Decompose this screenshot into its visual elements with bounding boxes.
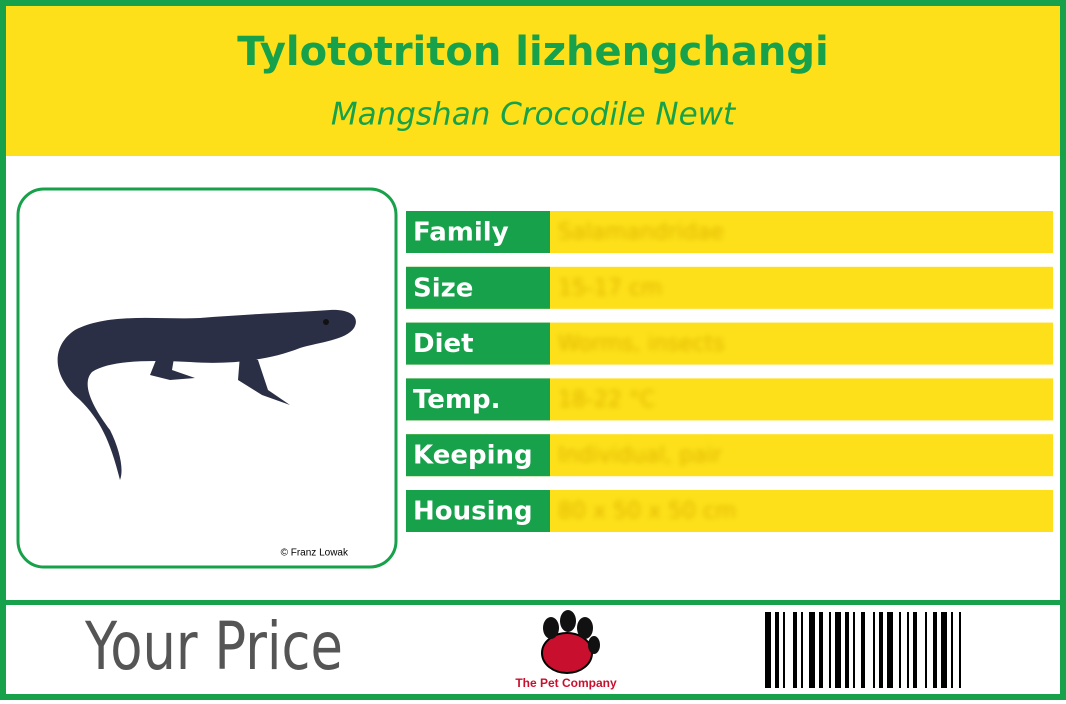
bar (873, 612, 875, 688)
price-label: Your Price (84, 608, 343, 685)
row-value: Worms, insects (558, 332, 725, 357)
row-value: 18-22 °C (558, 387, 655, 412)
barcode (765, 612, 961, 688)
bar (809, 612, 815, 688)
subtitle: Mangshan Crocodile Newt (331, 97, 737, 133)
row-label: Temp. (413, 385, 501, 415)
bar (853, 612, 855, 688)
bar (829, 612, 831, 688)
header-band (6, 6, 1060, 156)
paw-logo (541, 610, 600, 674)
bar (801, 612, 803, 688)
bar (907, 612, 909, 688)
title: Tylototriton lizhengchangi (237, 29, 828, 75)
newt-illustration (57, 309, 356, 480)
row-value: Salamandridae (558, 220, 724, 245)
bar (835, 612, 841, 688)
photo-credit: © Franz Lowak (281, 548, 349, 559)
row-label: Keeping (413, 441, 533, 471)
bar (887, 612, 893, 688)
row-label-bg (406, 211, 550, 253)
row-label: Family (413, 218, 509, 248)
bar (899, 612, 901, 688)
photo-frame (16, 187, 398, 569)
bar (879, 612, 883, 688)
bar (819, 612, 823, 688)
bar (861, 612, 865, 688)
row-label: Diet (413, 329, 474, 359)
bar (959, 612, 961, 688)
row-value: 15-17 cm (558, 276, 662, 301)
bar (775, 612, 779, 688)
row-label-bg (406, 266, 550, 309)
bar (933, 612, 937, 688)
bar (765, 612, 771, 688)
row-value: 80 x 50 x 50 cm (558, 499, 737, 524)
row-label: Size (413, 273, 473, 303)
bar (783, 612, 785, 688)
row-label: Housing (413, 497, 533, 527)
bar (793, 612, 797, 688)
row-label-bg (406, 322, 550, 365)
row-label-bg (406, 434, 550, 477)
bar (913, 612, 917, 688)
info-table: Family Salamandridae Size 15-17 cm Diet Worms… (406, 211, 1053, 532)
bar (845, 612, 849, 688)
bar (925, 612, 927, 688)
brand: The Pet Company (515, 676, 617, 690)
footer-divider (6, 600, 1060, 605)
row-value: Individual, pair (558, 443, 723, 468)
row-label-bg (406, 490, 550, 532)
row-label-bg (406, 378, 550, 421)
bar (941, 612, 947, 688)
bar (951, 612, 953, 688)
